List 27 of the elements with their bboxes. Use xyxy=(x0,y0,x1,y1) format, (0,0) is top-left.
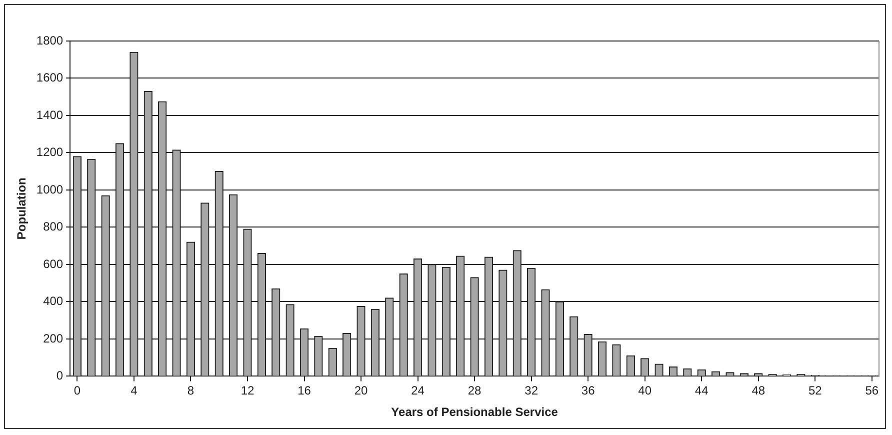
x-tick-label: 44 xyxy=(694,384,709,398)
y-axis-title: Population xyxy=(14,178,29,240)
x-tick-label: 40 xyxy=(638,384,652,398)
x-tick-label: 8 xyxy=(187,384,194,398)
y-tick-label: 400 xyxy=(43,294,64,308)
x-tick-label: 24 xyxy=(411,384,425,398)
x-tick-label: 4 xyxy=(130,384,138,398)
y-tick-label: 200 xyxy=(43,331,64,346)
y-tick-label: 0 xyxy=(56,368,64,383)
x-tick-label: 32 xyxy=(524,384,538,398)
x-tick-label: 56 xyxy=(865,384,879,398)
y-tick-label: 1600 xyxy=(36,70,64,85)
x-axis-title: Years of Pensionable Service xyxy=(391,405,558,420)
y-tick-label: 1000 xyxy=(36,182,64,196)
x-tick-label: 28 xyxy=(468,384,482,398)
y-tick-label: 1200 xyxy=(36,145,64,160)
x-tick-label: 36 xyxy=(581,384,596,398)
y-tick-label: 600 xyxy=(43,256,64,271)
x-tick-label: 16 xyxy=(298,384,312,398)
x-tick-label: 20 xyxy=(354,384,368,398)
y-tick-label: 800 xyxy=(43,220,64,234)
y-tick-label: 1800 xyxy=(36,33,64,48)
x-tick-label: 52 xyxy=(808,384,822,398)
x-tick-label: 48 xyxy=(752,384,766,398)
x-tick-label: 12 xyxy=(240,384,254,398)
y-tick-label: 1400 xyxy=(36,108,64,122)
x-tick-label: 0 xyxy=(74,384,81,398)
